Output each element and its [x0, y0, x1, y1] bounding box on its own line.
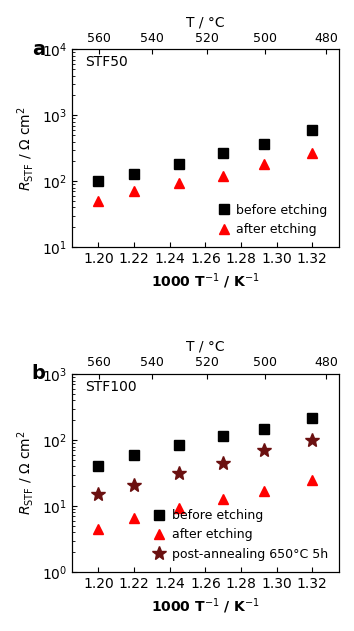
after etching [310, 476, 314, 483]
after etching [177, 504, 181, 511]
post-annealing 650°C 5h [96, 491, 101, 498]
post-annealing 650°C 5h [262, 445, 266, 453]
before etching [221, 432, 225, 440]
Line: before etching: before etching [94, 125, 317, 186]
before etching [262, 425, 266, 432]
post-annealing 650°C 5h [310, 437, 314, 444]
before etching [262, 140, 266, 148]
Line: after etching: after etching [94, 148, 317, 206]
after etching [310, 150, 314, 157]
Text: STF50: STF50 [85, 56, 128, 69]
Text: b: b [32, 364, 46, 384]
Line: after etching: after etching [94, 475, 317, 534]
post-annealing 650°C 5h [177, 469, 181, 476]
Text: STF100: STF100 [85, 380, 137, 394]
Legend: before etching, after etching: before etching, after etching [213, 199, 333, 241]
before etching [96, 177, 101, 185]
after etching [262, 487, 266, 495]
X-axis label: 1000 T$^{-1}$ / K$^{-1}$: 1000 T$^{-1}$ / K$^{-1}$ [151, 271, 260, 291]
after etching [221, 495, 225, 502]
before etching [221, 149, 225, 156]
before etching [310, 414, 314, 422]
after etching [177, 180, 181, 187]
X-axis label: T / °C: T / °C [186, 15, 225, 29]
after etching [132, 187, 136, 194]
before etching [132, 170, 136, 177]
Y-axis label: $R_{\mathrm{STF}}$ / $\Omega$ cm$^2$: $R_{\mathrm{STF}}$ / $\Omega$ cm$^2$ [15, 431, 36, 516]
X-axis label: T / °C: T / °C [186, 340, 225, 354]
Line: post-annealing 650°C 5h: post-annealing 650°C 5h [92, 433, 319, 502]
after etching [221, 172, 225, 180]
before etching [132, 451, 136, 459]
X-axis label: 1000 T$^{-1}$ / K$^{-1}$: 1000 T$^{-1}$ / K$^{-1}$ [151, 596, 260, 616]
Line: before etching: before etching [94, 413, 317, 471]
after etching [96, 525, 101, 533]
post-annealing 650°C 5h [132, 481, 136, 488]
Y-axis label: $R_{\mathrm{STF}}$ / $\Omega$ cm$^2$: $R_{\mathrm{STF}}$ / $\Omega$ cm$^2$ [15, 106, 36, 191]
after etching [262, 160, 266, 167]
Text: a: a [32, 40, 45, 59]
after etching [96, 198, 101, 205]
Legend: before etching, after etching, post-annealing 650°C 5h: before etching, after etching, post-anne… [148, 504, 333, 566]
after etching [132, 515, 136, 522]
before etching [310, 126, 314, 134]
before etching [96, 463, 101, 470]
before etching [177, 442, 181, 449]
post-annealing 650°C 5h [221, 459, 225, 467]
before etching [177, 160, 181, 167]
